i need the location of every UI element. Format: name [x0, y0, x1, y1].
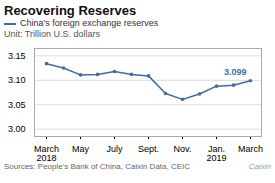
svg-text:Jan.2019: Jan.2019 [206, 144, 226, 162]
svg-text:3.10: 3.10 [8, 75, 26, 85]
svg-text:3.15: 3.15 [8, 51, 26, 61]
html-text:Caixin: Caixin [248, 162, 271, 171]
svg-text:Sept.: Sept. [138, 144, 159, 154]
html-text:China's foreign exchange reser: China's foreign exchange reserves [20, 18, 159, 28]
svg-text:3.099: 3.099 [224, 67, 247, 77]
svg-text:3.05: 3.05 [8, 100, 26, 110]
html-text:Recovering Reserves: Recovering Reserves [4, 3, 137, 18]
svg-text:May: May [72, 144, 90, 154]
html-text:Sources: People's Bank of Chin: Sources: People's Bank of China, Caixin … [4, 162, 191, 171]
svg-text:3.00: 3.00 [8, 124, 26, 134]
svg-text:Nov.: Nov. [174, 144, 192, 154]
svg-text:March2018: March2018 [34, 144, 59, 162]
svg-text:July: July [106, 144, 123, 154]
svg-text:March: March [238, 144, 263, 154]
html-text:Unit: Trillion U.S. dollars: Unit: Trillion U.S. dollars [4, 29, 100, 39]
